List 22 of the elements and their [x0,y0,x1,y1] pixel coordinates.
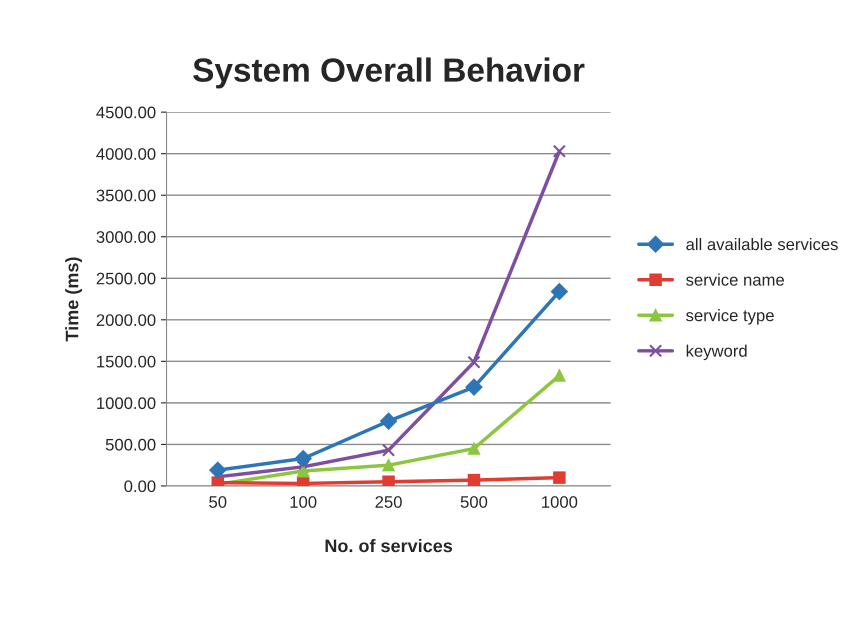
y-tick-label: 1000.00 [97,397,156,410]
x-tick-label: 100 [290,496,316,508]
legend-label: all available services [686,238,838,250]
y-tick-label: 1500.00 [97,356,156,368]
y-tick-label: 3500.00 [96,190,156,202]
y-tick-label: 0.00 [124,480,156,492]
chart-title: System Overall Behavior [193,57,584,88]
x-tick-label: 250 [376,496,402,508]
y-tick-label: 500.00 [106,438,156,451]
legend-label: keyword [686,344,747,360]
x-tick-label: 500 [460,496,488,508]
y-tick-label: 4500.00 [96,106,156,118]
y-tick-label: 4000.00 [96,148,156,160]
y-tick-label: 2000.00 [96,314,156,326]
legend-label: service name [686,274,784,286]
x-axis-title: No. of services [326,538,452,552]
x-tick-label: 1000 [542,496,578,508]
legend-label: service type [686,309,774,325]
x-tick-label: 50 [209,496,226,508]
y-axis-title: Time (ms) [65,257,82,342]
y-tick-label: 2500.00 [96,272,156,284]
y-tick-label: 3000.00 [96,231,156,243]
